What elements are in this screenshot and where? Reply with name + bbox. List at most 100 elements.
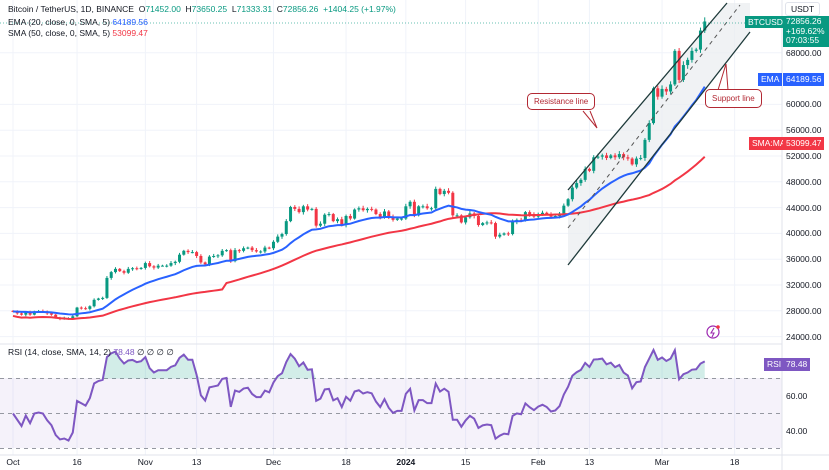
candle: [212, 253, 216, 258]
candle: [370, 206, 374, 212]
rsi-line: [12, 346, 706, 442]
candle: [254, 248, 258, 253]
rsi-legend[interactable]: RSI (14, close, SMA, 14, 2) 78.48 ∅ ∅ ∅ …: [8, 347, 174, 357]
support-line[interactable]: [567, 31, 751, 266]
candle: [105, 276, 109, 299]
support-line-label[interactable]: Support line: [705, 89, 762, 108]
rsi-value-tag: 78.48: [783, 358, 811, 371]
candle: [587, 167, 591, 173]
candle-body: [374, 209, 378, 215]
price-tick: 52000.00: [786, 151, 822, 161]
candle: [271, 240, 275, 251]
candle: [365, 207, 369, 213]
ema-legend[interactable]: EMA (20, close, 0, SMA, 5) 64189.56: [8, 17, 148, 27]
candle: [652, 86, 655, 125]
candle: [429, 206, 433, 211]
candle-body: [459, 215, 463, 223]
price-tick: 36000.00: [786, 254, 822, 265]
candle-body: [75, 307, 79, 317]
candle-body: [182, 250, 186, 255]
candle-body: [694, 49, 698, 51]
candle-body: [455, 215, 459, 217]
candle-body: [528, 212, 532, 215]
candle-body: [429, 208, 433, 210]
candle: [664, 86, 668, 96]
candle: [310, 207, 314, 211]
candle-body: [425, 206, 429, 209]
resistance-line-label[interactable]: Resistance line: [527, 93, 596, 110]
candle-body: [148, 263, 152, 267]
candle-body: [109, 272, 113, 278]
rsi-overbought-fill: [13, 350, 705, 379]
candle-body: [387, 211, 391, 217]
time-tick: 18: [729, 457, 740, 467]
candle-body: [639, 157, 643, 159]
candle-body: [216, 255, 220, 257]
candle: [96, 297, 100, 301]
candle: [165, 264, 169, 268]
candle-body: [489, 222, 493, 224]
candle: [126, 266, 130, 274]
time-tick: 15: [460, 457, 471, 467]
price-tick: 40000.00: [786, 228, 822, 239]
candle-body: [203, 262, 207, 265]
candle-body: [575, 183, 579, 188]
candle-body: [195, 252, 199, 256]
time-tick: 16: [72, 457, 82, 467]
candle-body: [703, 21, 707, 31]
candle-body: [71, 316, 75, 319]
resistance-line[interactable]: [567, 2, 728, 191]
candle: [109, 270, 113, 280]
candle-body: [135, 268, 139, 270]
candle: [220, 248, 224, 257]
candle: [297, 206, 301, 214]
candle-body: [84, 308, 88, 310]
candle: [643, 138, 647, 161]
currency-button[interactable]: USDT: [785, 2, 821, 16]
candle: [686, 57, 690, 69]
candle-body: [417, 206, 421, 216]
candle: [267, 246, 271, 250]
candle: [630, 157, 634, 166]
candle-body: [545, 212, 549, 215]
candle-body: [327, 214, 331, 216]
candle-body: [570, 187, 574, 200]
candle-body: [276, 236, 280, 242]
candle-body: [652, 88, 655, 124]
candle: [660, 85, 664, 99]
candle: [237, 248, 241, 253]
candle-body: [118, 268, 122, 272]
candle: [92, 298, 96, 308]
candle-body: [498, 234, 502, 237]
candle-body: [173, 261, 177, 264]
candle-body: [669, 84, 673, 92]
candle: [626, 154, 630, 161]
time-tick: 13: [191, 457, 202, 467]
price-tick: 48000.00: [786, 176, 822, 187]
candle: [348, 213, 352, 221]
candle-body: [336, 219, 340, 222]
lightning-icon[interactable]: [706, 325, 720, 339]
candle-body: [178, 254, 182, 262]
candle-body: [421, 206, 425, 208]
candle-body: [254, 250, 258, 252]
candle-body: [54, 314, 58, 318]
candle: [442, 188, 446, 197]
sma-legend[interactable]: SMA (50, close, 0, SMA, 5) 53099.47: [8, 28, 148, 38]
candle-body: [442, 190, 446, 195]
candle-body: [690, 50, 694, 60]
candle: [357, 206, 361, 212]
candle: [506, 231, 510, 237]
candle-body: [297, 208, 301, 213]
candle-body: [357, 208, 361, 210]
time-tick: 18: [341, 457, 351, 467]
candle: [447, 188, 451, 195]
close-value: 72856.26: [282, 4, 319, 14]
candle: [459, 214, 463, 224]
candle: [306, 204, 310, 212]
candle-body: [92, 299, 96, 307]
candle: [694, 47, 698, 53]
candle: [481, 222, 485, 227]
price-tick: 68000.00: [786, 47, 822, 58]
